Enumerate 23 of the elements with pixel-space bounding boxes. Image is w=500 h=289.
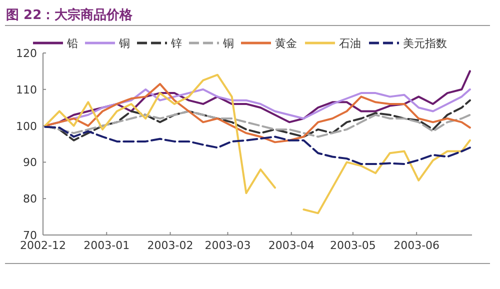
y-tick-label: 100 [16, 120, 37, 133]
y-tick-label: 120 [16, 47, 37, 60]
legend-label: 黄金 [275, 37, 297, 50]
x-tick-label: 2002-12 [20, 239, 66, 252]
y-tick-label: 90 [23, 156, 37, 170]
y-tick-label: 70 [23, 229, 37, 242]
y-tick-label: 110 [16, 83, 37, 96]
legend-label: 铅 [66, 37, 78, 50]
x-tick-label: 2003-04 [268, 239, 314, 252]
legend-label: 石油 [339, 37, 361, 50]
x-tick-label: 2003-03 [204, 239, 251, 252]
legend-label: 铜 [222, 37, 234, 50]
x-tick-label: 2003-02 [147, 239, 194, 252]
line-series [44, 82, 471, 144]
y-tick-label: 80 [23, 192, 37, 206]
x-tick-label: 2003-01 [84, 239, 130, 252]
legend-label: 锌 [170, 37, 182, 50]
legend-label: 铜 [118, 37, 130, 50]
legend-label: 美元指数 [403, 37, 447, 50]
line-series [44, 126, 471, 166]
x-tick-label: 2003-06 [394, 239, 440, 252]
chart-title: 图 22：大宗商品价格 [6, 7, 134, 23]
x-tick-label: 2003-05 [330, 239, 376, 252]
